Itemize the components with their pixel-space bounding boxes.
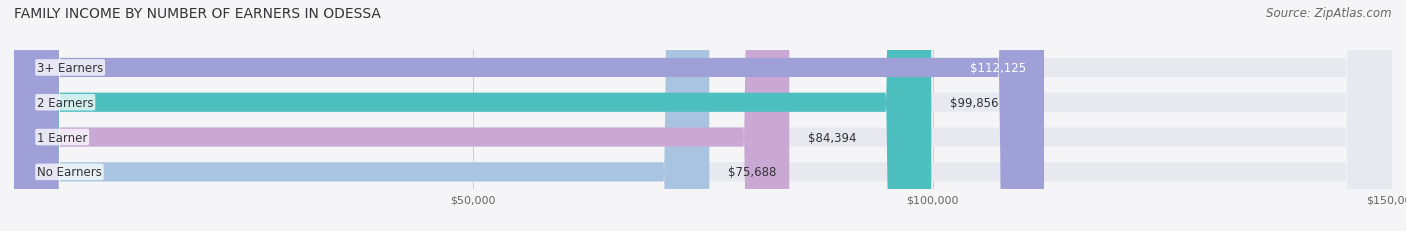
Text: Source: ZipAtlas.com: Source: ZipAtlas.com (1267, 7, 1392, 20)
FancyBboxPatch shape (14, 0, 1392, 231)
Text: $112,125: $112,125 (970, 62, 1025, 75)
Text: $99,856: $99,856 (949, 96, 998, 109)
FancyBboxPatch shape (14, 0, 1392, 231)
FancyBboxPatch shape (14, 0, 931, 231)
Text: 2 Earners: 2 Earners (37, 96, 94, 109)
FancyBboxPatch shape (14, 0, 1392, 231)
Text: $84,394: $84,394 (807, 131, 856, 144)
FancyBboxPatch shape (14, 0, 1045, 231)
FancyBboxPatch shape (14, 0, 1392, 231)
Text: 3+ Earners: 3+ Earners (37, 62, 103, 75)
Text: FAMILY INCOME BY NUMBER OF EARNERS IN ODESSA: FAMILY INCOME BY NUMBER OF EARNERS IN OD… (14, 7, 381, 21)
FancyBboxPatch shape (14, 0, 789, 231)
Text: 1 Earner: 1 Earner (37, 131, 87, 144)
Text: $75,688: $75,688 (728, 166, 776, 179)
FancyBboxPatch shape (14, 0, 709, 231)
Text: No Earners: No Earners (37, 166, 101, 179)
